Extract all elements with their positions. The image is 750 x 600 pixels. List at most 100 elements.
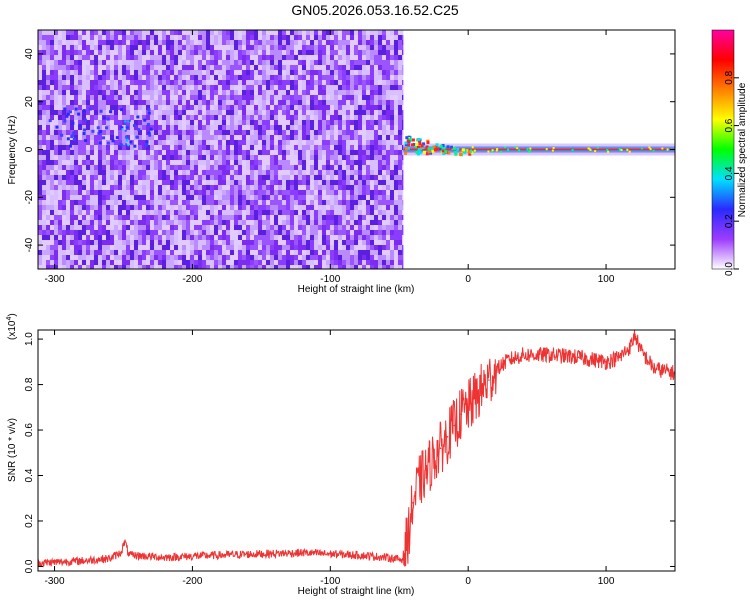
noise-cell [234,115,238,125]
colorbar-gradient [711,29,735,270]
noise-cell [370,130,374,140]
noise-cell [162,40,166,45]
noise-cell [294,210,298,215]
colorbar-tick-label: 0.8 [724,70,735,84]
noise-cell [206,30,210,40]
noise-cell [122,125,126,130]
noise-cell [346,170,350,175]
noise-cell [198,235,202,240]
noise-cell [58,145,62,150]
noise-cell [70,70,74,75]
noise-cell [110,155,114,160]
noise-cell [134,240,138,250]
noise-cell [390,230,394,235]
noise-cell [386,115,390,120]
noise-cell [386,70,390,80]
noise-cell [86,165,90,170]
noise-cell [354,135,358,140]
noise-cell [186,235,190,240]
noise-cell [358,135,362,145]
noise-cell [302,175,306,185]
noise-cell [374,105,378,110]
noise-cell [38,150,42,155]
noise-feature [145,142,149,146]
noise-cell [230,30,234,40]
noise-cell [346,70,350,75]
noise-cell [222,60,226,65]
noise-cell [330,45,334,50]
snr-point [412,501,414,504]
noise-cell [278,180,282,185]
noise-cell [318,225,322,230]
noise-cell [182,45,186,50]
noise-cell [242,80,246,85]
snr-point [550,354,552,356]
noise-cell [310,240,314,250]
noise-cell [218,80,222,85]
signal-onset-cell [430,147,434,151]
noise-cell [78,250,82,255]
noise-cell [110,140,114,145]
noise-cell [182,145,186,150]
noise-cell [138,170,142,180]
noise-cell [90,110,94,115]
noise-cell [222,135,226,140]
noise-feature [133,144,137,148]
signal-onset-cell [454,152,458,156]
noise-cell [338,55,342,60]
noise-cell [326,55,330,65]
noise-cell [330,135,334,145]
noise-cell [298,220,302,225]
noise-cell [342,260,346,269]
noise-cell [294,65,298,70]
noise-cell [362,185,366,195]
noise-cell [50,160,54,165]
noise-cell [238,155,242,160]
noise-cell [94,245,98,250]
noise-cell [362,195,366,200]
noise-cell [118,265,122,269]
noise-cell [218,265,222,269]
noise-cell [178,180,182,185]
noise-cell [334,190,338,195]
noise-cell [138,235,142,245]
signal-onset-cell [454,150,458,154]
noise-cell [194,225,198,230]
noise-cell [42,75,46,85]
noise-cell [250,50,254,55]
noise-cell [98,80,102,85]
noise-cell [118,245,122,250]
y-tick-label: 0.6 [24,423,35,437]
noise-cell [330,50,334,55]
noise-cell [166,215,170,220]
noise-cell [258,70,262,75]
noise-cell [222,240,226,245]
noise-cell [242,205,246,210]
noise-cell [214,90,218,95]
noise-cell [70,225,74,230]
signal-onset-cell [435,143,439,147]
noise-cell [366,235,370,245]
noise-cell [306,95,310,100]
noise-cell [302,125,306,130]
noise-cell [42,115,46,120]
noise-cell [226,255,230,260]
noise-cell [350,35,354,40]
noise-cell [258,165,262,175]
noise-cell [278,145,282,155]
noise-cell [398,145,402,150]
noise-cell [258,45,262,50]
noise-cell [186,70,190,75]
noise-cell [86,65,90,75]
noise-cell [270,95,274,100]
noise-cell [82,160,86,165]
noise-cell [114,140,118,145]
noise-cell [314,250,318,255]
noise-cell [46,80,50,85]
noise-cell [122,85,126,95]
noise-cell [210,110,214,115]
noise-cell [62,75,66,80]
noise-cell [398,215,402,220]
noise-cell [90,160,94,165]
